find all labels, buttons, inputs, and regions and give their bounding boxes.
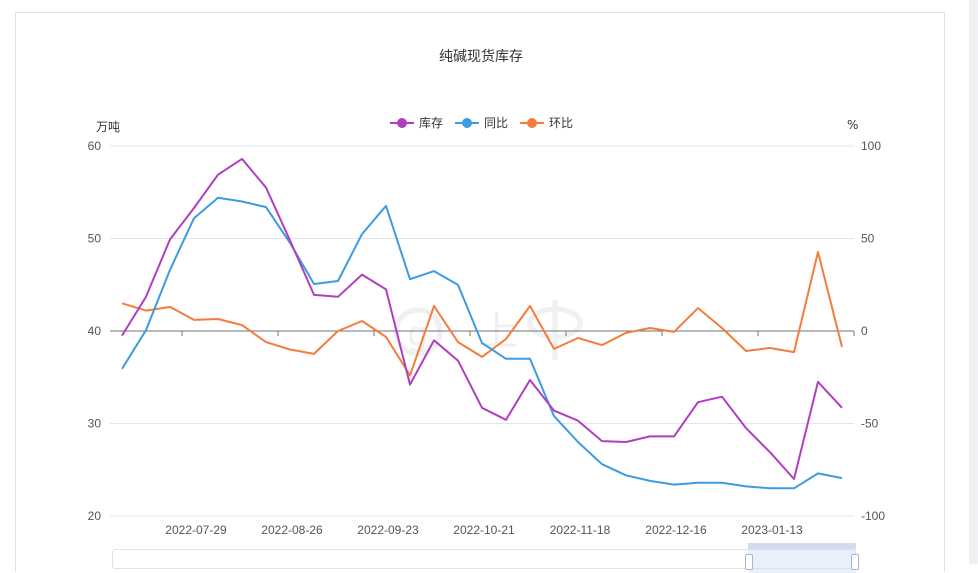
chart-card [15,12,945,572]
legend-label: 同比 [484,116,509,130]
series-line[interactable] [121,251,843,377]
series-line[interactable] [121,196,843,490]
legend-item-mom[interactable]: 环比 [520,114,573,131]
left-tick-label: 30 [88,417,102,431]
legend-item-inventory[interactable]: 库存 [390,114,443,131]
x-tick-label: 2023-01-13 [741,523,803,537]
right-tick-label: -50 [861,417,879,431]
x-tick-label: 2022-08-26 [261,523,323,537]
chart-legend: 库存 同比 环比 [390,114,573,131]
right-tick-label: 100 [861,139,881,153]
line-marker-icon [390,116,414,130]
x-tick-label: 2022-10-21 [453,523,515,537]
grid-lines [110,145,854,517]
page-scrollbar-track[interactable] [969,0,978,564]
right-tick-label: 0 [861,324,868,338]
right-tick-label: -100 [861,509,885,523]
x-tick-label: 2022-07-29 [165,523,227,537]
line-marker-icon [455,116,480,130]
data-zoom-right-handle[interactable] [851,554,859,570]
left-tick-label: 60 [88,139,102,153]
series-lines [121,157,843,490]
left-axis-unit: 万吨 [96,120,121,134]
legend-label: 环比 [549,116,574,130]
svg-text:ɡ: ɡ [408,315,427,353]
x-tick-label: 2022-12-16 [645,523,707,537]
left-tick-label: 50 [88,232,102,246]
series-line[interactable] [121,157,843,480]
left-y-axis: 60 50 40 30 20 [88,139,102,523]
line-marker-icon [520,116,545,130]
left-tick-label: 40 [88,324,102,338]
left-tick-label: 20 [88,509,102,523]
right-tick-label: 50 [861,232,875,246]
right-y-axis: 100 50 0 -50 -100 [861,139,885,523]
x-tick-label: 2022-09-23 [357,523,419,537]
x-tick-label: 2022-11-18 [550,523,611,537]
x-axis: 2022-07-29 2022-08-26 2022-09-23 2022-10-21… [110,330,855,537]
right-axis-unit: % [847,118,859,132]
legend-label: 库存 [419,116,444,130]
chart-title: 纯碱现货库存 [439,49,523,65]
data-zoom-left-handle[interactable] [745,554,753,570]
data-zoom-drag-bar[interactable] [748,543,856,549]
watermark-logo: ɡ 上 [393,300,583,360]
legend-item-yoy[interactable]: 同比 [455,114,508,131]
